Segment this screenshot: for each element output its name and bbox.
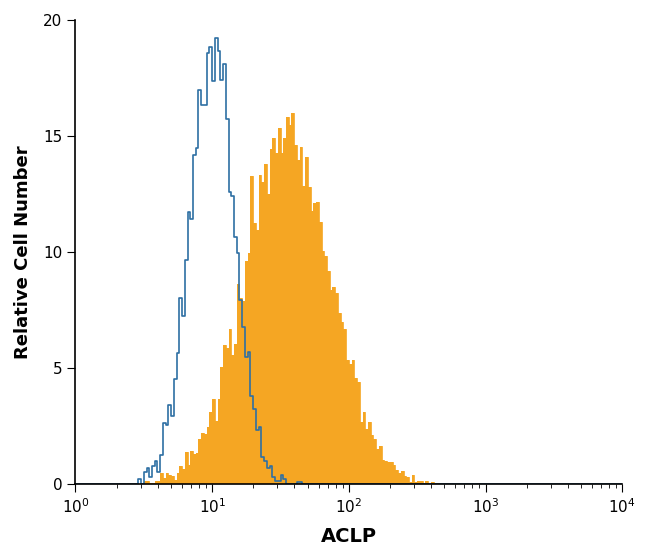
X-axis label: ACLP: ACLP (321, 527, 377, 546)
Y-axis label: Relative Cell Number: Relative Cell Number (14, 145, 32, 359)
